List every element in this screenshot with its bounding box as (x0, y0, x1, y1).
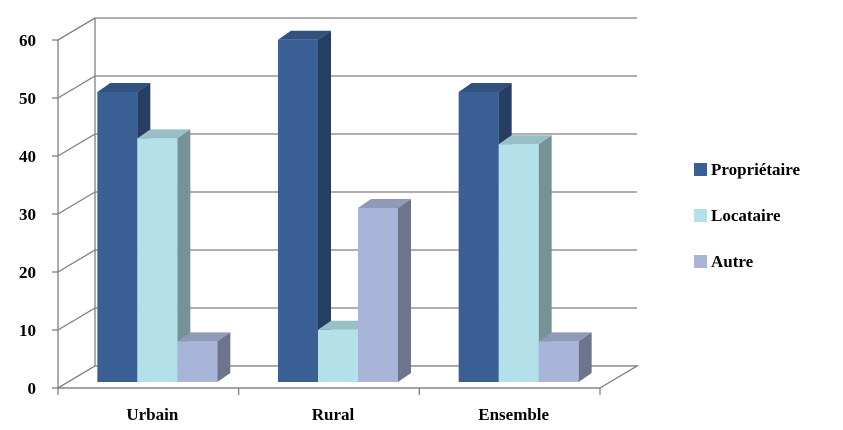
legend-label: Locataire (711, 206, 781, 225)
legend-swatch (694, 163, 707, 176)
y-tick-label: 60 (19, 31, 36, 50)
top-edge (57, 17, 96, 41)
bar (498, 135, 552, 382)
bar-front-face (177, 341, 218, 382)
bar-side-face (578, 332, 592, 382)
bar-side-face (177, 129, 191, 382)
bar-top-face (177, 332, 231, 342)
bar-top-face (97, 83, 151, 92)
y-tick-label: 20 (19, 263, 36, 282)
y-tick-label: 50 (19, 89, 36, 108)
bar-side-face (398, 199, 411, 382)
bar-front-face (458, 92, 499, 382)
bar-side-face (318, 30, 331, 383)
y-tick-label: 30 (19, 205, 36, 224)
y-axis-ticks: 0 10 20 30 40 50 60 (19, 31, 36, 398)
legend-item: Autre (694, 252, 754, 271)
bar (538, 332, 592, 382)
y-tick-label: 0 (28, 379, 37, 398)
x-category-label: Ensemble (478, 405, 549, 424)
legend-label: Propriétaire (711, 160, 801, 179)
bar-front-face (278, 39, 318, 383)
legend-label: Autre (711, 252, 754, 271)
y-tick-label: 40 (19, 147, 36, 166)
bar (177, 332, 231, 382)
legend-item: Propriétaire (694, 160, 801, 179)
bar-top-face (278, 30, 331, 40)
legend-swatch (694, 255, 707, 268)
bar-top-face (498, 135, 552, 145)
y-tick-label: 10 (19, 321, 36, 340)
chart-legend: Propriétaire Locataire Autre (694, 160, 801, 271)
bar-front-face (137, 138, 178, 382)
bar-front-face (538, 341, 579, 382)
x-category-label: Urbain (126, 405, 179, 424)
bar-top-face (458, 83, 512, 92)
legend-item: Locataire (694, 206, 781, 225)
bar-front-face (498, 144, 539, 382)
chart-bars (97, 30, 592, 383)
bar (278, 30, 331, 383)
bar-top-face (318, 320, 371, 330)
bar-top-face (358, 199, 411, 208)
bar-top-face (538, 332, 592, 342)
x-category-label: Rural (312, 405, 355, 424)
bar-side-face (217, 332, 231, 382)
x-axis-ticks: Urbain Rural Ensemble (126, 405, 549, 424)
bar (137, 129, 191, 382)
bar-front-face (358, 208, 398, 382)
bar-side-face (538, 135, 552, 382)
bar-front-face (318, 329, 358, 382)
bar (358, 199, 411, 382)
legend-swatch (694, 209, 707, 222)
bar-top-face (137, 129, 191, 139)
bar-front-face (97, 92, 138, 382)
